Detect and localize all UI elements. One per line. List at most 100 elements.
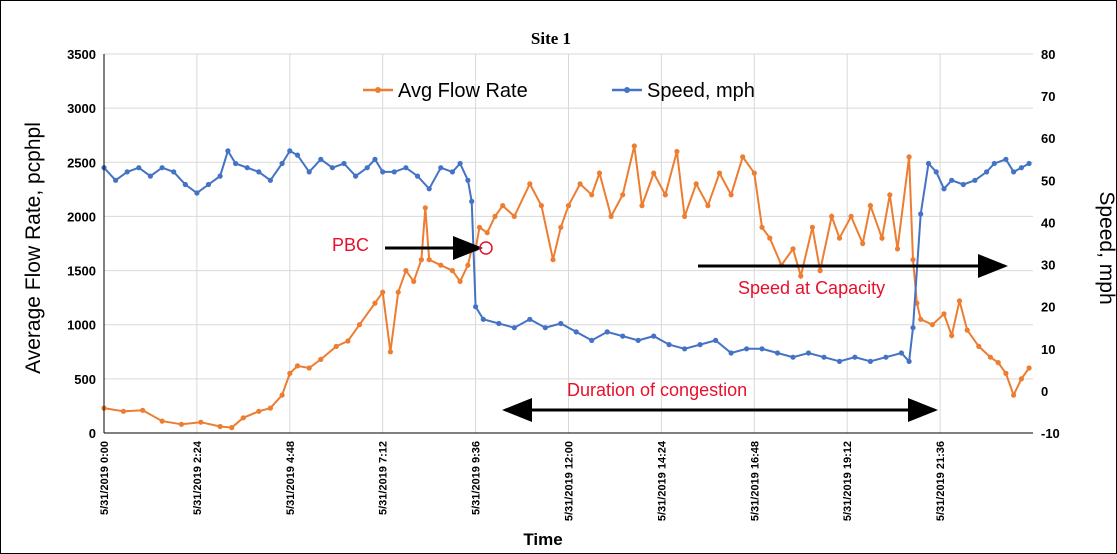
data-point [666,342,672,348]
x-axis-label: Time [523,530,562,549]
data-point [229,425,235,431]
data-point [821,354,827,360]
data-point [836,358,843,364]
data-point [391,169,397,175]
data-point [364,165,370,171]
data-point [345,338,351,344]
data-point [294,363,301,369]
y-left-tick-label: 1000 [67,318,96,333]
data-point [635,337,641,343]
y-right-label: Speed, mph [1095,191,1117,304]
y-right-tick-label: -10 [1041,426,1060,441]
data-point [910,325,916,331]
data-point [984,169,990,175]
y-right-tick-label: 50 [1041,173,1055,188]
data-point [949,332,955,339]
data-point [333,343,339,349]
legend-speed-marker [624,87,630,93]
x-tick-label: 5/31/2019 19:12 [842,441,854,521]
data-point [798,273,804,279]
data-point [1026,160,1032,167]
data-point [565,203,572,209]
data-point [894,246,901,252]
legend: Avg Flow Rate Speed, mph [363,80,755,102]
data-point [492,213,498,219]
data-point [867,358,874,364]
data-point [728,192,734,198]
data-point [697,342,703,348]
data-point [639,203,645,209]
data-point [217,423,223,430]
data-point [480,316,486,322]
data-point [306,169,312,175]
y-right-tick-label: 30 [1041,258,1055,273]
data-point [941,186,947,192]
data-point [120,408,126,414]
data-point [883,354,889,360]
y-left-tick-label: 2500 [67,155,96,170]
data-point [411,278,417,284]
data-point [991,160,997,167]
data-point [267,405,273,411]
data-point [403,268,409,274]
data-point [140,407,146,413]
data-point [395,289,401,295]
y-right-tick-label: 80 [1041,47,1055,62]
x-tick-label: 5/31/2019 9:36 [471,441,483,515]
data-point [589,337,595,343]
data-point [1018,376,1024,382]
data-point [496,320,502,327]
series-line [103,148,1030,364]
data-point [225,148,231,154]
data-point [767,235,773,241]
y-right-tick-label: 20 [1041,300,1055,315]
data-point [596,170,603,176]
data-point [744,346,750,352]
data-point [147,173,153,179]
data-point [294,152,301,158]
data-point [558,320,564,327]
x-tick-label: 5/31/2019 21:36 [935,441,947,521]
data-point [550,257,556,263]
data-point [918,316,924,322]
data-point [438,262,444,268]
data-point [500,203,506,209]
y-left-tick-label: 3500 [67,47,96,62]
data-point [511,325,517,331]
grid-lines [103,53,1033,434]
data-point [949,177,955,183]
data-point [318,156,324,162]
annotation-speed-at-capacity: Speed at Capacity [738,278,885,298]
data-point [1026,365,1032,371]
x-tick-label: 5/31/2019 14:24 [656,440,668,521]
data-point [414,173,421,179]
y-right-tick-label: 0 [1041,384,1048,399]
data-point [693,181,699,187]
data-point [511,213,517,219]
y-left-tick-label: 3000 [67,101,96,116]
data-point [929,322,936,328]
data-point [136,165,142,171]
data-point [159,165,165,171]
data-point [682,213,688,219]
x-tick-label: 5/31/2019 0:00 [99,441,111,515]
x-tick-label: 5/31/2019 12:00 [564,441,576,521]
data-point [941,311,947,317]
data-point [380,169,386,175]
data-point [956,298,963,304]
data-point [244,165,250,171]
data-point [995,360,1001,366]
data-point [651,333,657,339]
y-left-label: Average Flow Rate, pcphpl [22,122,45,374]
series-line [103,145,1030,429]
data-point [751,170,757,176]
data-point [403,165,409,171]
data-point [651,170,657,176]
data-point [469,198,475,204]
data-point [848,213,854,219]
data-point [1003,370,1009,376]
data-point [631,143,637,149]
y-left-tick-label: 500 [74,372,96,387]
